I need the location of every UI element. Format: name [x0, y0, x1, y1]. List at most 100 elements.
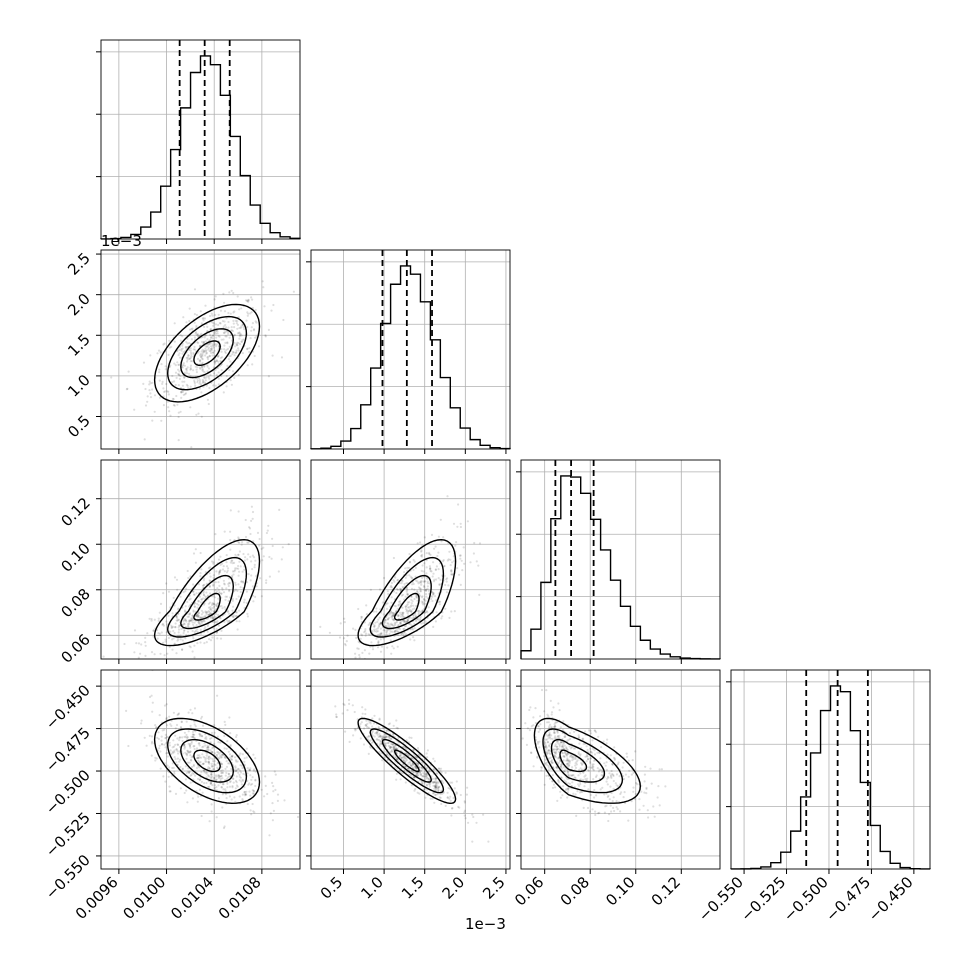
scatter-point [172, 766, 175, 770]
scatter-point [612, 756, 616, 760]
scatter-point [552, 726, 555, 729]
scatter-point [613, 746, 616, 749]
scatter-point [212, 765, 215, 768]
scatter-point [574, 764, 577, 767]
scatter-point [425, 595, 428, 598]
scatter-point [406, 619, 409, 622]
scatter-point [434, 620, 437, 623]
scatter-point [360, 616, 363, 619]
scatter-point [435, 781, 438, 784]
scatter-point [135, 642, 138, 645]
scatter-point [536, 756, 539, 759]
scatter-point [212, 583, 215, 586]
scatter-point [212, 768, 215, 771]
scatter-point [177, 368, 180, 371]
scatter-point [410, 598, 413, 602]
scatter-point [226, 786, 229, 789]
scatter-point [209, 579, 212, 583]
scatter-point [558, 709, 561, 712]
scatter-point [231, 785, 234, 788]
scatter-point [644, 765, 647, 768]
scatter-point [251, 510, 255, 514]
scatter-point [209, 348, 212, 351]
scatter-point [149, 382, 152, 385]
scatter-point [643, 773, 647, 776]
scatter-point [586, 777, 589, 780]
scatter-point [528, 708, 531, 712]
scatter-point [202, 620, 205, 623]
scatter-point [419, 594, 422, 597]
scatter-point [377, 727, 380, 730]
scatter-point [180, 396, 183, 399]
scatter-point [228, 368, 231, 372]
scatter-point [196, 379, 199, 382]
scatter-point [430, 533, 434, 537]
scatter-point [164, 368, 167, 371]
scatter-point [635, 781, 638, 785]
scatter-point [387, 742, 390, 745]
scatter-point [177, 372, 180, 376]
scatter-point [235, 739, 238, 742]
scatter-point [185, 321, 188, 324]
scatter-point [217, 741, 220, 744]
scatter-point [233, 326, 236, 329]
scatter-point [405, 574, 408, 577]
scatter-point [593, 753, 597, 756]
scatter-point [376, 627, 379, 630]
scatter-point [204, 334, 207, 337]
scatter-point [530, 751, 533, 755]
scatter-point [235, 784, 238, 787]
scatter-point [616, 763, 620, 766]
scatter-point [217, 334, 220, 338]
scatter-point [366, 736, 369, 739]
scatter-point [395, 747, 398, 750]
scatter-point [582, 771, 585, 774]
scatter-point [205, 736, 208, 739]
scatter-point [363, 621, 366, 624]
scatter-point [208, 386, 211, 390]
scatter-point [211, 602, 214, 605]
scatter-point [205, 781, 208, 785]
scatter-point [438, 767, 441, 770]
scatter-point [223, 606, 226, 609]
scatter-point [198, 766, 201, 769]
scatter-point [434, 786, 437, 789]
scatter-point [265, 579, 268, 582]
scatter-point [223, 570, 226, 573]
scatter-point [419, 615, 422, 618]
panel-frame [100, 669, 301, 870]
scatter-point [195, 368, 198, 371]
scatter-point [589, 751, 592, 754]
contour-line [193, 340, 221, 366]
scatter-point [402, 627, 405, 631]
scatter-point [396, 624, 400, 627]
scatter-point [551, 761, 554, 764]
scatter-point [451, 573, 454, 576]
scatter-point [393, 622, 396, 625]
scatter-point [360, 615, 363, 618]
scatter-point [140, 643, 143, 646]
scatter-point [550, 760, 553, 764]
scatter-point [261, 559, 264, 562]
scatter-point [232, 319, 235, 322]
scatter-point [178, 624, 181, 627]
scatter-point [405, 604, 408, 607]
scatter-point [192, 763, 195, 767]
scatter-point [239, 326, 242, 329]
scatter-point [246, 364, 249, 367]
scatter-point [216, 355, 219, 358]
scatter-point [233, 334, 236, 337]
scatter-point [585, 745, 588, 748]
scatter-point [376, 730, 379, 733]
scatter-point [554, 754, 557, 757]
scatter-point [233, 561, 236, 565]
scatter-point [233, 768, 236, 771]
scatter-point [652, 805, 655, 808]
scatter-point [216, 694, 219, 697]
scatter-point [215, 786, 218, 789]
scatter-point [229, 561, 232, 564]
scatter-point [451, 573, 454, 576]
scatter-point [228, 619, 231, 623]
scatter-point [200, 415, 203, 418]
scatter-point [612, 806, 615, 810]
